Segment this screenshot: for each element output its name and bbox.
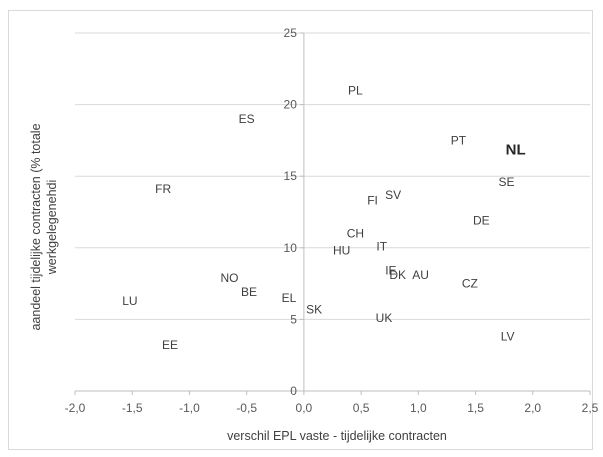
x-axis-title: verschil EPL vaste - tijdelijke contract…: [227, 429, 447, 443]
data-point-be: BE: [241, 285, 257, 299]
data-point-de: DE: [473, 214, 490, 228]
y-tick-label: 0: [290, 384, 297, 398]
x-tick-label: 1,5: [467, 401, 484, 415]
data-point-it: IT: [376, 239, 387, 253]
data-point-lv: LV: [501, 330, 515, 344]
x-tick-label: 0,0: [296, 401, 313, 415]
data-point-es: ES: [239, 112, 255, 126]
y-axis-title-line-1: aandeel tijdelijke contracten (% totale: [29, 123, 43, 330]
data-point-pt: PT: [451, 133, 467, 147]
data-point-ch: CH: [347, 226, 364, 240]
data-point-el: EL: [282, 291, 297, 305]
x-tick-label: 1,0: [410, 401, 427, 415]
data-point-uk: UK: [376, 311, 393, 325]
y-tick-label: 20: [284, 98, 298, 112]
chart-frame: [8, 10, 593, 450]
data-point-ee: EE: [162, 338, 178, 352]
data-point-hu: HU: [333, 244, 350, 258]
data-point-pl: PL: [348, 83, 363, 97]
data-point-fi: FI: [367, 194, 378, 208]
data-point-sv: SV: [385, 188, 401, 202]
data-point-nl: NL: [506, 141, 526, 158]
data-point-ie: IE: [385, 264, 396, 278]
data-point-au: AU: [412, 268, 429, 282]
y-tick-label: 25: [284, 26, 298, 40]
y-tick-label: 10: [284, 241, 298, 255]
y-axis-title-line-2: werkgelegenehdi: [45, 180, 59, 276]
x-tick-label: -0,5: [236, 401, 257, 415]
data-point-no: NO: [221, 271, 239, 285]
data-point-se: SE: [498, 175, 514, 189]
data-point-fr: FR: [155, 182, 171, 196]
data-point-sk: SK: [306, 302, 322, 316]
data-point-dk: DK: [389, 268, 406, 282]
y-tick-label: 5: [290, 312, 297, 326]
gridlines: [75, 32, 590, 320]
data-point-cz: CZ: [462, 277, 478, 291]
x-tick-label: -1,5: [122, 401, 143, 415]
x-tick-label: 2,0: [524, 401, 541, 415]
x-tick-label: 0,5: [353, 401, 370, 415]
tick-labels: 0 5 10 15 20 25 -2,0 -1,5 -1,0 -0,5 0,0 0,5 1,0 1,5 2,…: [65, 26, 599, 415]
axes: [74, 32, 591, 395]
x-tick-label: 2,5: [582, 401, 599, 415]
x-tick-label: -2,0: [65, 401, 86, 415]
data-point-lu: LU: [122, 294, 137, 308]
y-tick-label: 15: [284, 169, 298, 183]
x-tick-label: -1,0: [179, 401, 200, 415]
